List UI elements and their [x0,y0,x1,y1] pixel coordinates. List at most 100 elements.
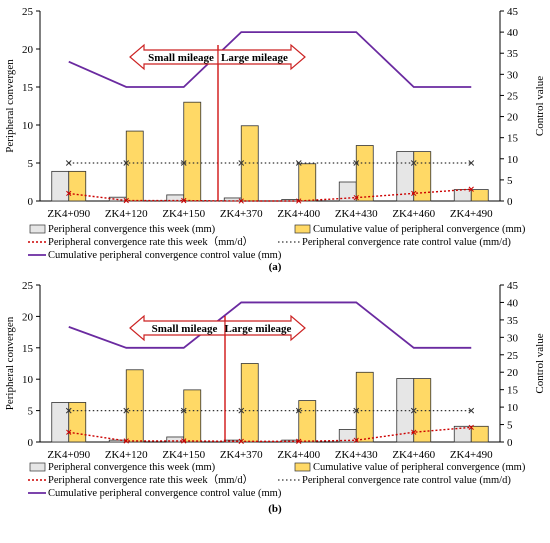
left-tick-label: 0 [28,196,34,208]
legend-rate-control: Peripheral convergence rate control valu… [302,475,511,486]
rate-point [411,429,417,435]
left-axis-label: Peripheral convergen [4,316,16,410]
right-tick-label: 15 [507,133,519,145]
chart-panel-b: 0 5 10 15 20 25 0 5 10 15 20 25 30 35 40 45 Peripheral c… [4,280,546,515]
right-axis-label: Control value [534,76,546,136]
bar-cumulative [183,389,202,443]
legend-cum-control: Cumulative peripheral convergence contro… [48,250,282,261]
rate-control-point [295,160,302,166]
rate-control-point [353,407,360,414]
left-tick-label: 20 [22,44,34,56]
rate-point [468,186,474,192]
legend-weekly: Peripheral convergence this week (mm) [48,224,216,235]
large-mileage-label: Large mileage [221,52,288,64]
series-cum-control-line [68,301,472,349]
left-tick-label: 5 [28,406,34,418]
bar-cumulative [355,145,374,202]
series-cum-control-line [68,31,472,88]
category-label: ZK4+460 [392,208,435,220]
legend-swatch-cumulative [294,224,311,234]
left-tick-label: 5 [28,158,34,170]
small-mileage-arrow [129,43,219,71]
bar-cumulative [240,363,259,443]
category-label: ZK4+400 [277,208,320,220]
right-tick-label: 10 [507,154,519,166]
rate-control-point [123,160,130,166]
right-tick-label: 5 [507,420,513,432]
bar-cumulative [298,163,317,202]
rate-control-point [468,160,475,166]
rate-point [468,424,474,431]
right-tick-label: 25 [507,350,519,362]
right-tick-label: 15 [507,385,519,397]
rate-control-point [410,160,417,166]
rate-point [411,190,417,197]
rate-control-point [468,407,475,414]
legend-cumulative: Cumulative value of peripheral convergen… [313,224,526,235]
bar-weekly [108,439,127,443]
legend-weekly: Peripheral convergence this week (mm) [48,462,216,473]
rate-point [181,197,187,204]
left-tick-label: 10 [22,374,34,386]
rate-control-point [180,160,187,166]
category-label: ZK4+490 [450,208,493,220]
left-tick-label: 15 [22,343,34,355]
right-tick-label: 20 [507,112,519,124]
bar-cumulative [470,189,489,202]
rate-control-point [65,407,72,414]
category-label: ZK4+490 [450,449,493,461]
panel-label: (a) [269,261,282,273]
right-tick-label: 35 [507,48,519,60]
right-tick-label: 30 [507,69,519,81]
series-rate-line [68,188,472,202]
legend-rate: Peripheral convergence rate this week（mm… [48,474,253,486]
rate-control-point [353,160,360,166]
category-label: ZK4+120 [105,449,148,461]
bar-weekly [51,170,70,202]
rate-point [353,437,359,443]
left-axis-label: Peripheral convergen [4,59,16,153]
legend-cumulative: Cumulative value of peripheral convergen… [313,462,526,473]
right-tick-label: 45 [507,6,519,18]
rate-point [238,198,244,204]
rate-point [353,194,359,201]
bar-cumulative [298,400,317,443]
right-tick-label: 35 [507,315,519,327]
small-mileage-label: Small mileage [152,323,218,335]
legend-rate-control: Peripheral convergence rate control valu… [302,237,511,248]
left-tick-label: 15 [22,82,34,94]
bar-cumulative [125,130,144,202]
right-tick-label: 10 [507,402,519,414]
right-tick-label: 20 [507,367,519,379]
rate-control-point [238,407,245,414]
bar-cumulative [355,371,374,443]
right-tick-label: 5 [507,175,513,187]
chart-panel-a: 0 5 10 15 20 25 0 5 10 15 20 25 30 35 40 45 Peripheral c… [4,6,546,273]
left-tick-label: 0 [28,437,34,449]
legend-swatch-weekly [29,224,46,234]
large-mileage-arrow [217,43,306,71]
category-label: ZK4+150 [162,208,205,220]
small-mileage-arrow [129,314,226,342]
rate-point [66,429,72,435]
bar-cumulative [68,402,87,443]
left-tick-label: 25 [22,6,34,18]
category-label: ZK4+430 [335,449,378,461]
right-axis-label: Control value [534,333,546,393]
legend: Peripheral convergence this week (mm) Cum… [28,224,526,261]
bar-weekly [453,189,472,202]
bar-cumulative [183,101,202,202]
category-label: ZK4+400 [277,449,320,461]
series-rate-line [68,426,472,443]
category-label: ZK4+370 [220,208,263,220]
small-mileage-label: Small mileage [148,52,214,64]
right-tick-label: 45 [507,280,519,292]
category-label: ZK4+150 [162,449,205,461]
rate-control-point [65,160,72,166]
category-label: ZK4+370 [220,449,263,461]
category-label: ZK4+430 [335,208,378,220]
rate-control-point [238,160,245,166]
right-tick-label: 0 [507,437,513,449]
legend-rate: Peripheral convergence rate this week（mm… [48,236,253,248]
rate-point [123,438,129,444]
